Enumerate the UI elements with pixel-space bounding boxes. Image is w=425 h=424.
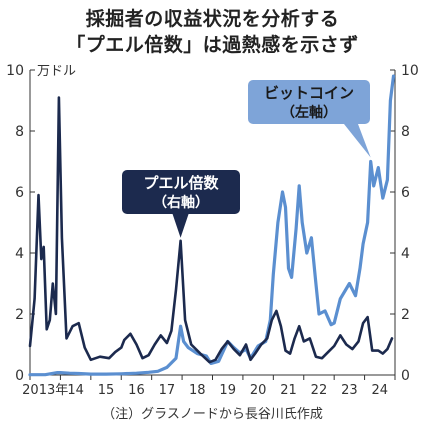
right-tick-label: 2 <box>401 307 410 323</box>
x-tick-label: 22 <box>311 383 328 398</box>
x-tick-label: 18 <box>189 383 206 398</box>
series-label-puell: プエル倍数 <box>143 174 219 192</box>
series-line-puell <box>28 96 394 364</box>
left-tick-label: 10 <box>6 63 24 79</box>
x-tick-label: 24 <box>372 383 389 398</box>
x-tick-label: 21 <box>280 383 297 398</box>
source-note: （注）グラスノードから長谷川氏作成 <box>102 407 323 422</box>
callout-box-puell <box>122 170 240 214</box>
x-tick-label: 15 <box>98 383 115 398</box>
x-tick-label: 2013年 <box>22 383 68 398</box>
right-tick-label: 8 <box>401 124 410 140</box>
x-tick-label: 16 <box>128 383 145 398</box>
series-label-bitcoin: ビットコイン <box>264 84 354 102</box>
x-tick-label: 17 <box>159 383 176 398</box>
left-tick-label: 6 <box>15 185 24 201</box>
x-tick-label: 14 <box>67 383 84 398</box>
x-tick-label: 20 <box>250 383 267 398</box>
series-axis-label-bitcoin: （左軸） <box>281 104 337 121</box>
x-tick-label: 23 <box>341 383 358 398</box>
chart-title-line-2: 「プエル倍数」は過熱感を示さず <box>66 34 359 56</box>
right-tick-label: 4 <box>401 246 410 262</box>
left-tick-label: 2 <box>15 307 24 323</box>
series-line-bitcoin <box>28 74 396 377</box>
callout-pointer-puell <box>172 214 189 238</box>
x-tick-label: 19 <box>219 383 236 398</box>
left-tick-label: 4 <box>15 246 24 262</box>
left-axis-unit: 万ドル <box>37 64 76 79</box>
right-tick-label: 10 <box>401 63 419 79</box>
left-tick-label: 8 <box>15 124 24 140</box>
chart-title-line-1: 採掘者の収益状況を分析する <box>85 8 340 30</box>
right-tick-label: 0 <box>401 368 410 384</box>
callout-pointer-bitcoin <box>344 124 371 158</box>
left-tick-label: 0 <box>15 368 24 384</box>
series-axis-label-puell: （右軸） <box>153 194 209 211</box>
right-tick-label: 6 <box>401 185 410 201</box>
callout-box-bitcoin <box>248 80 370 124</box>
